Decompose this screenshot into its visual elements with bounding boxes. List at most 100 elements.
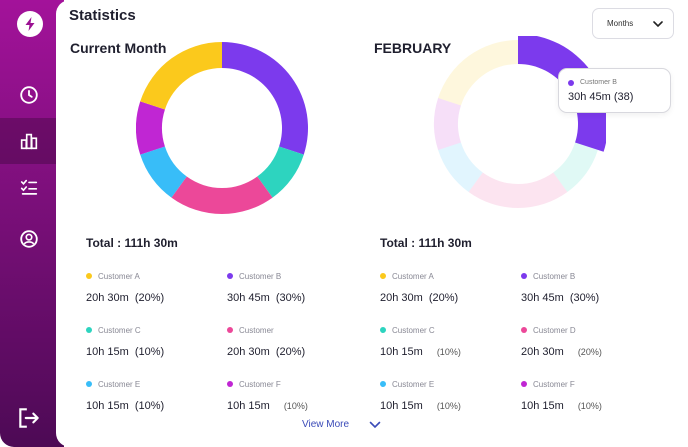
- current-month-title: Current Month: [70, 40, 167, 56]
- legend-color-dot: [227, 327, 233, 333]
- legend-item: Customer F 10h 15m (10%): [521, 378, 651, 412]
- legend-name-row: Customer A: [86, 270, 216, 282]
- legend-color-dot: [521, 327, 527, 333]
- legend-color-dot: [227, 273, 233, 279]
- legend-value: 20h 30m (20%): [521, 346, 651, 358]
- donut-slice-customer-e[interactable]: [438, 142, 483, 192]
- donut-slice-customer-a[interactable]: [438, 40, 518, 106]
- legend-item: Customer F 10h 15m (10%): [227, 378, 357, 412]
- february-total: Total : 111h 30m: [380, 236, 472, 250]
- legend-name-row: Customer A: [380, 270, 510, 282]
- legend-duration: 10h 15m: [86, 400, 129, 412]
- legend-item: Customer E 10h 15m (10%): [380, 378, 510, 412]
- legend-color-dot: [86, 273, 92, 279]
- legend-color-dot: [380, 273, 386, 279]
- legend-item: Customer A 20h 30m (20%): [380, 270, 510, 304]
- legend-name-row: Customer E: [86, 378, 216, 390]
- legend-duration: 10h 15m: [380, 346, 423, 358]
- legend-color-dot: [380, 327, 386, 333]
- legend-item: Customer C 10h 15m (10%): [86, 324, 216, 358]
- legend-name-row: Customer: [227, 324, 357, 336]
- donut-slice-customer-d[interactable]: [468, 172, 568, 209]
- donut-slice-customer-c[interactable]: [257, 146, 304, 198]
- bolt-icon: [25, 17, 35, 31]
- legend-percent: (10%): [134, 400, 165, 412]
- legend-item: Customer E 10h 15m (10%): [86, 378, 216, 412]
- legend-label: Customer F: [239, 379, 281, 389]
- current-month-total: Total : 111h 30m: [86, 236, 178, 250]
- tooltip-value: 30h 45m (38): [568, 91, 634, 103]
- chevron-down-icon: [653, 20, 663, 27]
- legend-item: Customer D 20h 30m (20%): [521, 324, 651, 358]
- legend-percent: (20%): [428, 292, 459, 304]
- legend-label: Customer B: [533, 271, 576, 281]
- legend-label: Customer B: [239, 271, 282, 281]
- legend-percent: (10%): [283, 401, 308, 411]
- legend-item: Customer B 30h 45m (30%): [521, 270, 651, 304]
- donut-slice-customer[interactable]: [171, 176, 273, 214]
- legend-value: 10h 15m (10%): [380, 400, 510, 412]
- legend-value: 20h 30m (20%): [86, 292, 216, 304]
- legend-duration: 20h 30m: [380, 292, 423, 304]
- donut-slice-customer-b[interactable]: [518, 36, 606, 152]
- view-more-label: View More: [302, 419, 350, 430]
- period-select[interactable]: Months: [592, 8, 674, 39]
- donut-slice-customer-f[interactable]: [434, 98, 461, 150]
- legend-duration: 20h 30m: [227, 346, 270, 358]
- legend-color-dot: [521, 273, 527, 279]
- legend-value: 20h 30m (20%): [380, 292, 510, 304]
- legend-percent: (10%): [134, 346, 165, 358]
- donut-slice-customer-e[interactable]: [140, 146, 187, 198]
- legend-color-dot: [227, 381, 233, 387]
- sidebar-item-statistics[interactable]: [0, 118, 58, 164]
- legend-name-row: Customer B: [521, 270, 651, 282]
- legend-duration: 20h 30m: [521, 346, 564, 358]
- donut-slice-customer-c[interactable]: [553, 142, 598, 192]
- legend-value: 10h 15m (10%): [380, 346, 510, 358]
- sidebar: [0, 0, 64, 447]
- legend-value: 10h 15m (10%): [86, 400, 216, 412]
- legend-percent: (30%): [275, 292, 306, 304]
- legend-percent: (30%): [569, 292, 600, 304]
- february-title: FEBRUARY: [374, 40, 452, 56]
- period-select-value: Months: [607, 19, 634, 28]
- donut-slice-customer-a[interactable]: [140, 42, 222, 110]
- legend-item: Customer C 10h 15m (10%): [380, 324, 510, 358]
- legend-value: 10h 15m (10%): [521, 400, 651, 412]
- legend-label: Customer E: [392, 379, 435, 389]
- app-logo[interactable]: [17, 11, 43, 37]
- sidebar-item-tasks[interactable]: [0, 164, 58, 210]
- legend-value: 10h 15m (10%): [86, 346, 216, 358]
- legend-name-row: Customer C: [380, 324, 510, 336]
- legend-duration: 30h 45m: [521, 292, 564, 304]
- legend-name-row: Customer F: [521, 378, 651, 390]
- current-month-donut-chart: [136, 42, 308, 214]
- legend-duration: 10h 15m: [521, 400, 564, 412]
- sidebar-item-profile[interactable]: [0, 216, 58, 262]
- legend-name-row: Customer F: [227, 378, 357, 390]
- legend-color-dot: [86, 327, 92, 333]
- legend-label: Customer D: [533, 325, 576, 335]
- view-more-button[interactable]: View More: [302, 419, 381, 430]
- legend-item: Customer B 30h 45m (30%): [227, 270, 357, 304]
- legend-value: 10h 15m (10%): [227, 400, 357, 412]
- donut-slice-customer-b[interactable]: [222, 42, 308, 155]
- legend-item: Customer 20h 30m (20%): [227, 324, 357, 358]
- legend-name-row: Customer B: [227, 270, 357, 282]
- legend-duration: 10h 15m: [86, 346, 129, 358]
- sidebar-item-time[interactable]: [0, 72, 58, 118]
- legend-label: Customer A: [98, 271, 140, 281]
- chevron-down-icon: [369, 421, 381, 428]
- legend-duration: 10h 15m: [227, 400, 270, 412]
- legend-duration: 10h 15m: [380, 400, 423, 412]
- legend-item: Customer A 20h 30m (20%): [86, 270, 216, 304]
- legend-percent: (10%): [577, 401, 602, 411]
- donut-slice-customer-f[interactable]: [136, 101, 165, 155]
- legend-color-dot: [380, 381, 386, 387]
- legend-value: 20h 30m (20%): [227, 346, 357, 358]
- logout-button[interactable]: [0, 395, 58, 441]
- legend-label: Customer C: [98, 325, 141, 335]
- legend-duration: 30h 45m: [227, 292, 270, 304]
- main-content: Statistics Months Current Month Total : …: [56, 0, 688, 447]
- legend-label: Customer A: [392, 271, 434, 281]
